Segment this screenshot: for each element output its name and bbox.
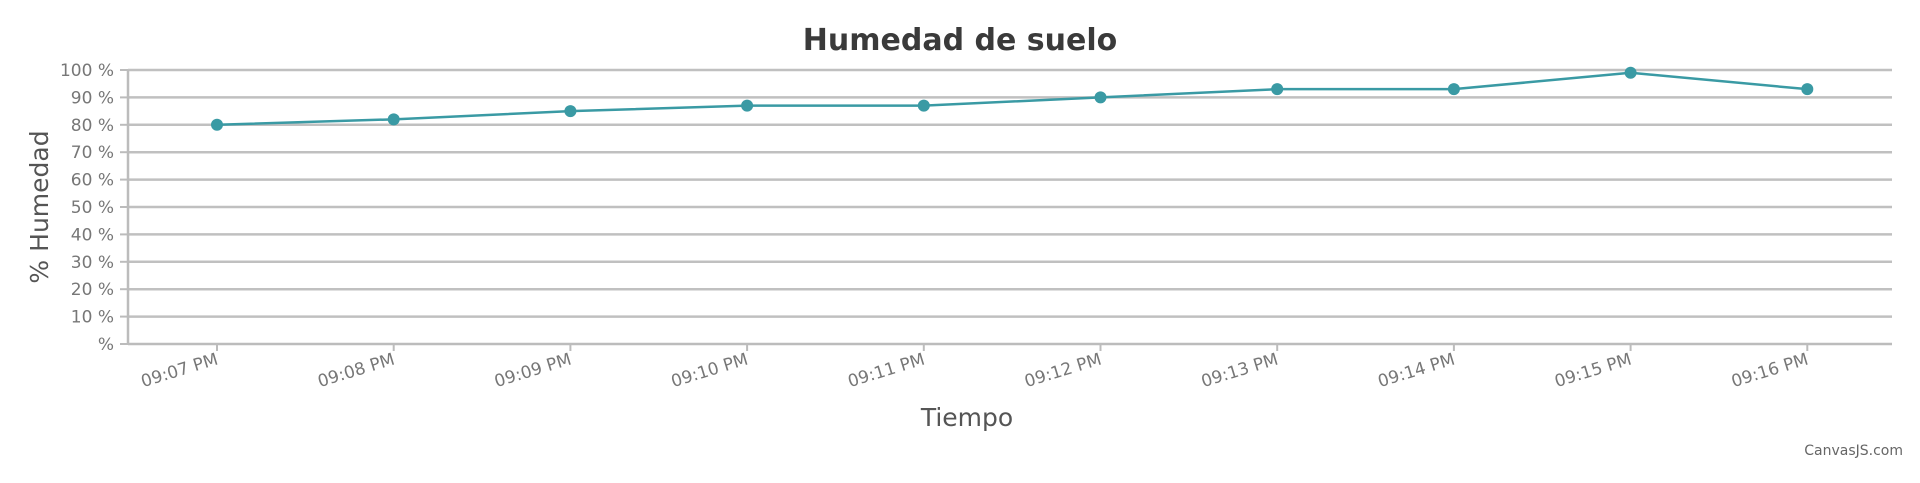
x-tick-label: 09:15 PM [1552,350,1634,392]
x-tick-label: 09:11 PM [846,350,928,392]
y-tick-label: 10 % [71,308,114,328]
chart-title: Humedad de suelo [803,23,1117,58]
y-axis-label: % Humedad [25,130,54,283]
data-point[interactable] [564,105,577,118]
y-tick-label: % [98,335,114,355]
data-point[interactable] [387,113,400,126]
y-tick-label: 60 % [71,171,114,191]
series-layer [211,66,1814,131]
x-tick-label: 09:16 PM [1729,350,1811,392]
y-tick-label: 80 % [71,116,114,136]
y-tick-label: 100 % [60,61,114,81]
data-point[interactable] [741,99,754,112]
x-tick-label: 09:09 PM [492,350,574,392]
x-tick-label: 09:07 PM [139,350,221,392]
y-tick-label: 90 % [71,88,114,108]
data-point[interactable] [211,118,223,131]
y-tick-label: 50 % [71,198,114,218]
y-tick-label: 70 % [71,143,114,163]
x-axis-ticks: 09:07 PM 09:08 PM 09:09 PM 09:10 PM 09:11 PM… [139,344,1811,392]
x-tick-label: 09:08 PM [315,350,397,392]
x-tick-label: 09:13 PM [1199,350,1281,392]
data-point[interactable] [1094,91,1107,104]
y-tick-label: 20 % [71,280,114,300]
credit-link[interactable]: CanvasJS.com [1804,443,1903,459]
x-tick-label: 09:14 PM [1376,350,1458,392]
y-tick-label: 40 % [71,225,114,245]
series-line [216,71,1808,127]
y-axis-ticks: % 10 % 20 % 30 % 40 % 50 % 60 % 70 % 80 % 90 % 100… [60,61,128,355]
x-tick-label: 09:12 PM [1022,350,1104,392]
data-point[interactable] [1271,83,1284,96]
data-point[interactable] [917,99,930,112]
x-tick-label: 09:10 PM [669,350,751,392]
y-tick-label: 30 % [71,253,114,273]
x-axis-label: Tiempo [920,403,1013,432]
data-point[interactable] [1624,66,1637,79]
data-point[interactable] [1447,83,1460,96]
gridlines [128,68,1892,318]
data-point[interactable] [1801,83,1814,96]
